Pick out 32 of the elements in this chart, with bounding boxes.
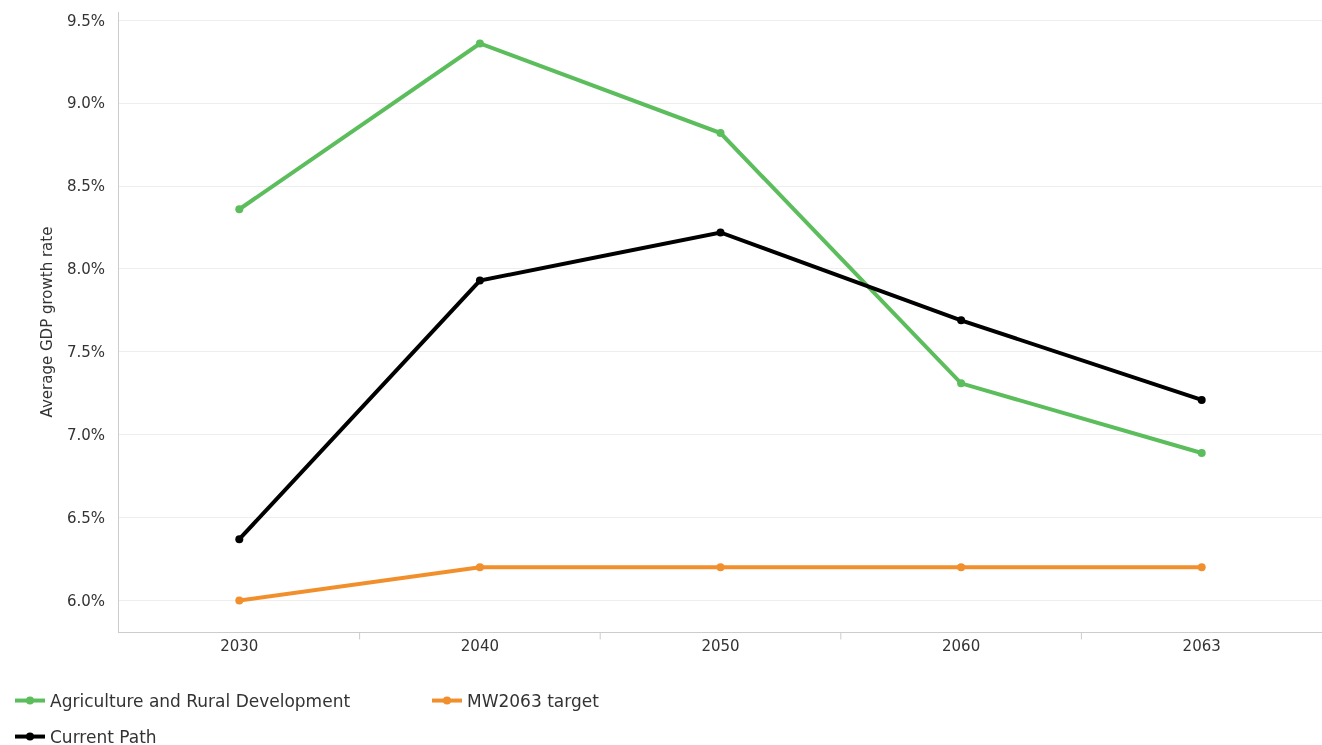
point	[1197, 448, 1206, 457]
y-tick-label: 7.5%	[66, 343, 105, 362]
y-tick-label: 8.0%	[66, 260, 105, 279]
x-tick-label: 2040	[460, 637, 499, 655]
point	[475, 276, 484, 285]
y-axis-title: Average GDP growth rate	[38, 226, 57, 418]
x-tick-label: 2030	[220, 637, 259, 655]
point	[716, 129, 725, 138]
point	[957, 379, 966, 388]
legend-label: MW2063 target	[467, 691, 600, 712]
point	[1197, 563, 1206, 572]
y-tick-label: 6.0%	[66, 591, 105, 610]
legend-label: Agriculture and Rural Development	[50, 691, 351, 712]
point	[716, 228, 725, 237]
x-tick-label: 2060	[942, 637, 981, 655]
point	[1197, 395, 1206, 404]
y-tick-label: 6.5%	[66, 508, 105, 527]
y-tick-label: 9.5%	[66, 11, 105, 30]
point	[235, 596, 244, 605]
point	[235, 535, 244, 544]
y-tick-label: 9.0%	[66, 94, 105, 113]
point	[475, 39, 484, 48]
y-tick-label: 7.0%	[66, 425, 105, 444]
point	[957, 563, 966, 572]
x-tick-label: 2050	[701, 637, 740, 655]
point	[475, 563, 484, 572]
point	[957, 316, 966, 325]
y-tick-label: 8.5%	[66, 177, 105, 196]
legend-label: Current Path	[50, 727, 157, 745]
x-tick-label: 2063	[1182, 637, 1221, 655]
point	[716, 563, 725, 572]
point	[235, 205, 244, 214]
